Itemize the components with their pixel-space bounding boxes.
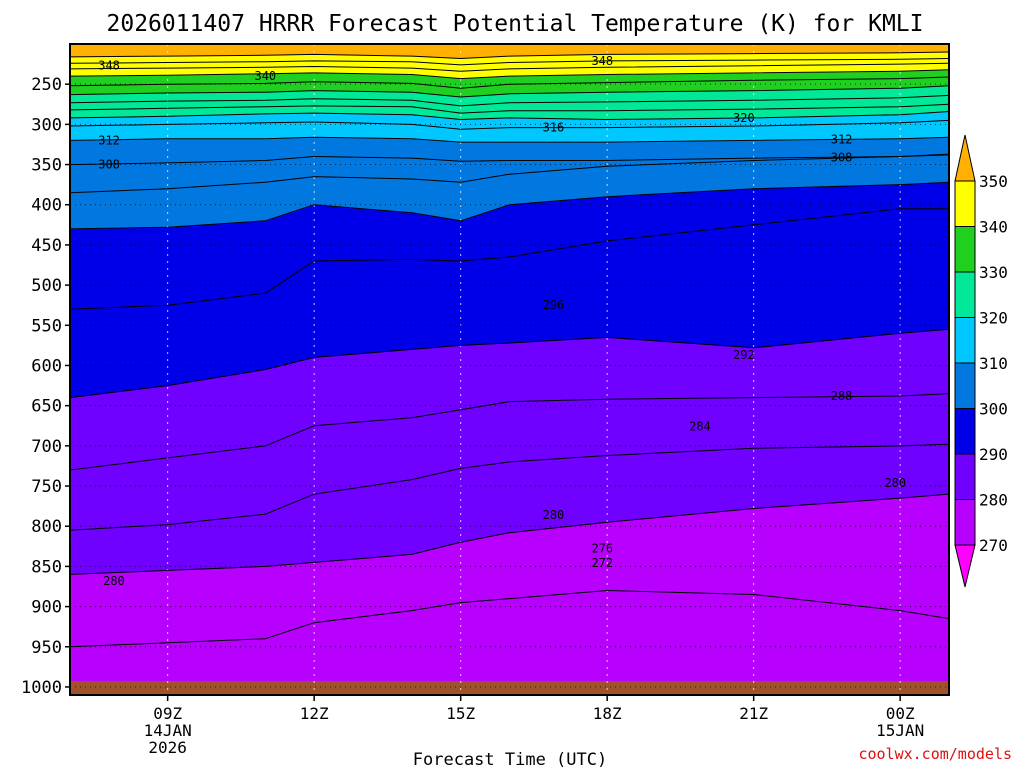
isentrope-332 (70, 85, 949, 98)
colorbar-segment (954, 408, 976, 455)
colorbar-segment (954, 317, 976, 364)
y-tick-label: 400 (31, 196, 62, 216)
isentrope-344 (70, 62, 949, 72)
contour-label: 340 (254, 69, 276, 83)
contour-label: 296 (543, 298, 565, 312)
contour-label: 280 (543, 508, 565, 522)
isentrope-312 (70, 136, 949, 143)
colorbar-tick-label: 340 (979, 218, 1008, 237)
contour-label: 348 (98, 59, 120, 73)
y-tick-label: 800 (31, 517, 62, 537)
y-tick-label: 500 (31, 276, 62, 296)
y-tick-label: 650 (31, 397, 62, 417)
x-tick-label: 15JAN (876, 721, 924, 740)
isentrope-304 (70, 154, 949, 194)
isentrope-300 (70, 181, 949, 230)
pressure-axis: 250 300 350 400 450 500 550 600 650 700 750 800 850 9… (21, 75, 70, 698)
y-tick-label: 250 (31, 75, 62, 95)
x-tick-label: 12Z (300, 704, 329, 723)
y-tick-label: 600 (31, 356, 62, 376)
isentrope-284 (70, 443, 949, 531)
y-tick-label: 850 (31, 557, 62, 577)
isentrope-328 (70, 94, 949, 107)
colorbar-segment (954, 180, 976, 227)
y-tick-label: 750 (31, 477, 62, 497)
isentrope-308 (70, 153, 949, 166)
colorbar-segment (954, 271, 976, 318)
colorbar-tick-label: 330 (979, 263, 1008, 282)
isentrope-352 (70, 51, 949, 60)
isentrope-292 (70, 328, 949, 399)
isentrope-contours (70, 51, 949, 648)
isentrope-348 (70, 58, 949, 66)
isentrope-336 (70, 76, 949, 89)
contour-label: 308 (831, 150, 853, 164)
isentrope-320 (70, 111, 949, 121)
colorbar-min-arrow (954, 544, 976, 588)
x-axis-label: Forecast Time (UTC) (413, 750, 607, 768)
isentrope-340 (70, 69, 949, 80)
colorbar: 270 280 290 300 310 320 330 340 350 (954, 134, 1008, 588)
contour-label: 280 (103, 574, 125, 588)
colorbar-tick-label: 350 (979, 172, 1008, 191)
contour-label: 280 (884, 476, 906, 490)
contour-label: 316 (543, 121, 565, 135)
contour-label: 292 (733, 348, 755, 362)
contour-label: 288 (831, 389, 853, 403)
contour-labels: 348 340 348 320 316 312 312 308 308 296 292 288 284 2… (98, 54, 906, 588)
ground-layer (70, 680, 949, 695)
isentrope-324 (70, 103, 949, 114)
contour-label: 312 (831, 133, 853, 147)
y-tick-label: 550 (31, 316, 62, 336)
ground-band (70, 680, 949, 695)
x-tick-label: 21Z (739, 704, 768, 723)
contour-label: 308 (98, 158, 120, 172)
x-tick-label: 00Z (886, 704, 915, 723)
colorbar-segment (954, 499, 976, 546)
colorbar-segment (954, 453, 976, 500)
y-tick-label: 900 (31, 598, 62, 618)
plot-frame (69, 43, 950, 696)
colorbar-tick-label: 310 (979, 354, 1008, 373)
isentrope-276 (70, 589, 949, 648)
x-tick-label: 14JAN (144, 721, 192, 740)
credit-text: coolwx.com/models (858, 745, 1012, 763)
x-tick-label: 2026 (148, 738, 187, 757)
y-tick-label: 1000 (21, 678, 62, 698)
isentrope-296 (70, 208, 949, 310)
colorbar-max-arrow (954, 134, 976, 182)
x-tick-label: 15Z (446, 704, 475, 723)
contour-label: 348 (591, 54, 613, 68)
colorbar-tick-label: 280 (979, 491, 1008, 510)
colorbar-segment (954, 362, 976, 409)
contour-label: 320 (733, 111, 755, 125)
contour-label: 276 (591, 542, 613, 556)
chart-title: 2026011407 HRRR Forecast Potential Tempe… (107, 11, 924, 37)
colorbar-tick-label: 270 (979, 536, 1008, 555)
colorbar-tick-label: 300 (979, 400, 1008, 419)
x-tick-label: 18Z (593, 704, 622, 723)
isentrope-288 (70, 393, 949, 471)
x-tick-label: 09Z (153, 704, 182, 723)
colorbar-segment (954, 226, 976, 273)
contour-label: 312 (98, 133, 120, 147)
y-tick-label: 950 (31, 638, 62, 658)
y-tick-label: 350 (31, 156, 62, 176)
y-tick-label: 450 (31, 236, 62, 256)
y-tick-label: 300 (31, 115, 62, 135)
isentrope-280 (70, 493, 949, 575)
y-tick-label: 700 (31, 437, 62, 457)
colorbar-tick-label: 320 (979, 309, 1008, 328)
contour-label: 272 (591, 556, 613, 570)
colorbar-tick-label: 290 (979, 445, 1008, 464)
contour-label: 284 (689, 420, 711, 434)
isentrope-316 (70, 119, 949, 130)
